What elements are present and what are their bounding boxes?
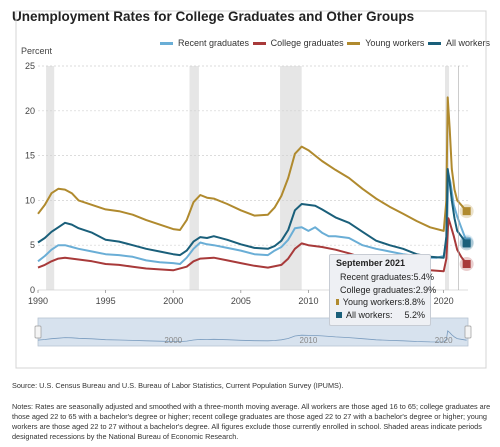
series-end-marker-all [462,239,471,248]
legend-swatch-young [347,41,361,45]
navigator-handle-left[interactable] [34,325,42,339]
legend-label-college: College graduates [270,38,344,48]
legend-item-recent-graduates[interactable]: Recent graduates [160,38,249,48]
tooltip-label-young: Young workers: [342,297,405,307]
chart-frame [15,10,487,369]
series-line-recent [37,172,468,265]
y-tick-label-15: 15 [25,151,35,161]
legend-item-college-graduates[interactable]: College graduates [252,38,344,48]
y-tick-label-5: 5 [30,240,35,250]
tooltip: September 2021 Recent graduates: 5.4% Co… [329,254,436,326]
tooltip-label-recent: Recent graduates: [340,272,414,282]
x-tick-label-1990: 1990 [28,296,48,306]
chart-title: Unemployment Rates for College Graduates… [12,9,415,24]
series-end-marker-college [462,260,471,269]
notes: Notes: Rates are seasonally adjusted and… [12,402,491,441]
series-line-all [37,168,468,259]
tooltip-value-all: 5.2% [404,309,425,320]
y-axis-label: Percent [21,46,53,56]
navigator-handle-right[interactable] [464,325,472,339]
tooltip-row-young: Young workers: 8.8% [336,296,425,309]
y-tick-label-20: 20 [25,106,35,116]
series-line-young [37,96,468,232]
series-line-college [37,217,468,273]
tooltip-dot-young [336,299,339,306]
legend: Recent graduates College graduates Young… [160,38,490,48]
series-end-marker-young [462,207,471,216]
y-tick-label-25: 25 [25,61,35,71]
y-tick-label-0: 0 [30,285,35,295]
legend-label-all: All workers [445,38,490,48]
tooltip-row-all: All workers: 5.2% [336,309,425,322]
navigator-tick-label-2000: 2000 [164,336,182,345]
tooltip-label-all: All workers: [346,309,393,320]
x-tick-label-2020: 2020 [434,296,454,306]
x-tick-label-2005: 2005 [231,296,251,306]
tooltip-value-college: 2.9% [415,284,437,295]
source-note: Source: U.S. Census Bureau and U.S. Bure… [12,381,344,390]
x-tick-label-2010: 2010 [298,296,318,306]
tooltip-title: September 2021 [336,258,406,268]
tooltip-value-recent: 5.4% [413,272,435,282]
navigator-tick-label-2010: 2010 [300,336,318,345]
legend-item-young-workers[interactable]: Young workers [347,38,424,48]
navigator-series-line [37,330,467,343]
tooltip-label-college: College graduates: [340,284,416,295]
legend-label-recent: Recent graduates [178,38,250,48]
x-tick-label-1995: 1995 [96,296,116,306]
tooltip-value-young: 8.8% [404,297,425,307]
legend-swatch-college [252,41,266,45]
recession-band-1 [189,66,199,290]
x-tick-label-2000: 2000 [163,296,183,306]
legend-item-all-workers[interactable]: All workers [427,38,490,48]
legend-swatch-recent [160,41,173,45]
tooltip-dot-all [336,311,342,318]
y-tick-label-10: 10 [25,195,35,205]
legend-swatch-all [427,41,441,45]
tooltip-row-college: College graduates: 2.9% [336,284,436,297]
legend-label-young: Young workers [365,38,425,48]
tooltip-row-recent: Recent graduates: 5.4% [336,271,434,284]
recession-band-0 [46,66,55,290]
navigator-tick-label-2020: 2020 [435,336,453,345]
